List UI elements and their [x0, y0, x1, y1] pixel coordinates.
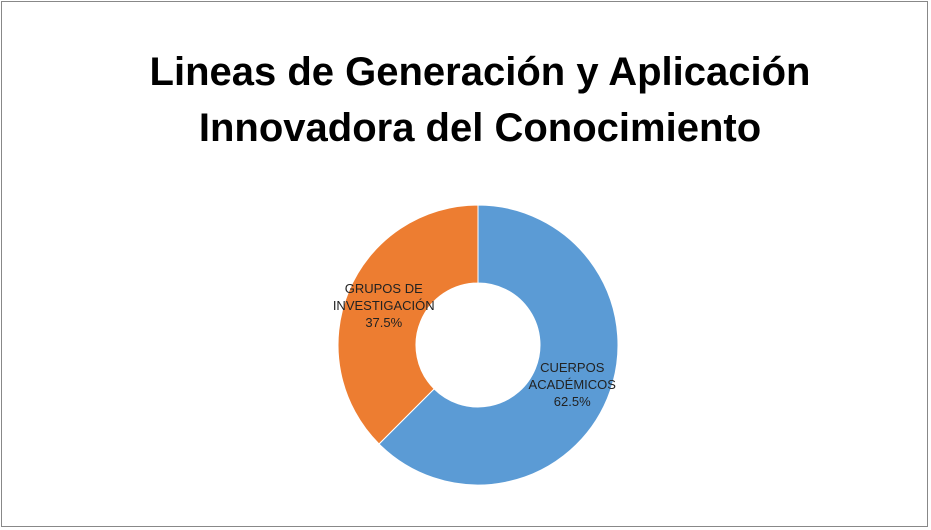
slice-label: GRUPOS DE INVESTIGACIÓN 37.5%: [332, 280, 436, 331]
slice-label: CUERPOS ACADÉMICOS 62.5%: [520, 359, 624, 410]
chart-title: Lineas de Generación y Aplicación Innova…: [149, 50, 811, 150]
value-label: 62.5%: [553, 393, 591, 409]
category-label: CUERPOS ACADÉMICOS: [528, 359, 616, 392]
value-label: 37.5%: [365, 315, 403, 331]
category-label: GRUPOS DE INVESTIGACIÓN: [332, 281, 435, 314]
donut-slice: [378, 204, 619, 486]
donut-slice: [337, 204, 479, 445]
